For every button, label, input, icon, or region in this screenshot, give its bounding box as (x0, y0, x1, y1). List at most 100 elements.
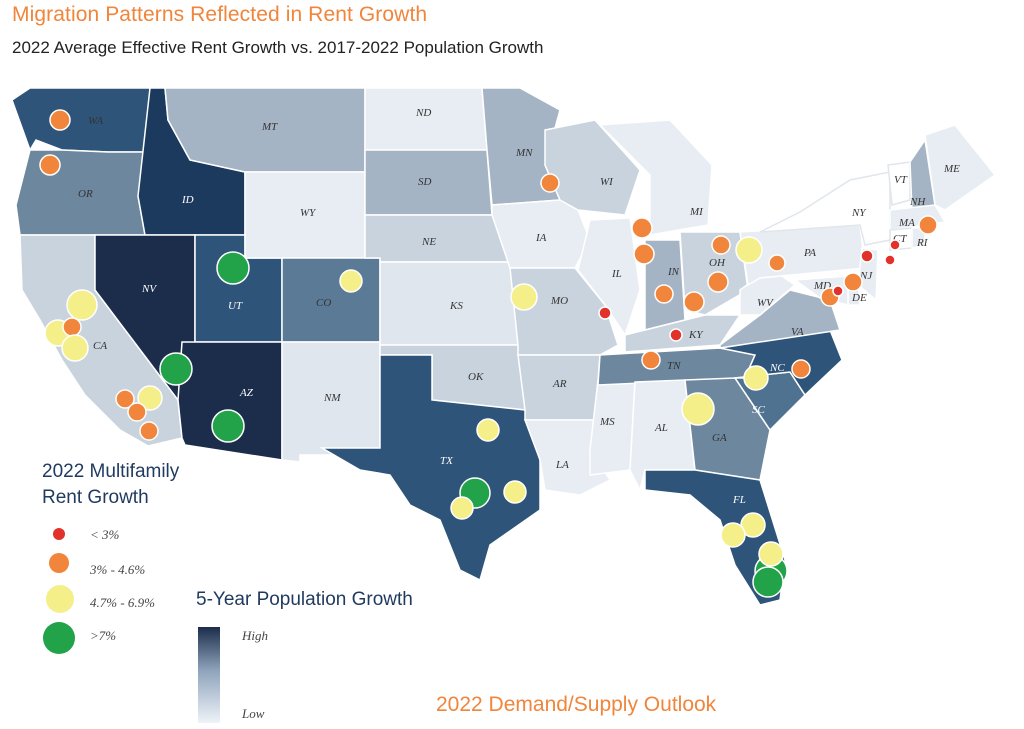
label-UT: UT (228, 300, 243, 312)
city-marker (216, 251, 250, 285)
city-marker (450, 496, 474, 520)
label-NH: NH (909, 196, 926, 208)
label-VT: VT (894, 174, 908, 186)
label-IN: IN (667, 266, 680, 278)
city-marker (641, 350, 661, 370)
chart-title: Migration Patterns Reflected in Rent Gro… (12, 3, 428, 26)
label-WI: WI (600, 176, 614, 188)
label-NM: NM (323, 392, 341, 404)
label-DE: DE (851, 292, 867, 304)
state-ME (924, 124, 997, 211)
city-marker (476, 418, 500, 442)
city-marker (889, 239, 901, 251)
state-TX (319, 354, 541, 582)
label-SD: SD (418, 176, 432, 188)
chart-subtitle: 2022 Average Effective Rent Growth vs. 2… (12, 38, 544, 57)
label-LA: LA (555, 459, 569, 471)
city-marker (884, 254, 896, 266)
label-NC: NC (769, 362, 785, 374)
state-MO (509, 267, 619, 356)
city-marker (598, 306, 612, 320)
city-marker (669, 328, 683, 342)
label-MA: MA (898, 217, 915, 229)
label-WV: WV (757, 297, 774, 309)
city-marker (735, 236, 763, 264)
legend-dot-orange (49, 553, 69, 573)
rent-legend-title-line1: 2022 Multifamily (42, 461, 180, 482)
city-marker (832, 285, 844, 297)
label-RI: RI (916, 237, 929, 249)
state-ND (364, 87, 488, 151)
city-marker (791, 359, 811, 379)
label-WY: WY (300, 207, 317, 219)
state-NE (364, 214, 512, 263)
city-marker (860, 249, 874, 263)
legend-dot-red (53, 528, 65, 540)
city-marker (115, 389, 135, 409)
label-CO: CO (316, 297, 331, 309)
label-OR: OR (78, 188, 93, 200)
label-MI: MI (689, 206, 704, 218)
rent-legend-title-line2: Rent Growth (42, 487, 149, 508)
label-MO: MO (550, 295, 568, 307)
city-marker (758, 541, 784, 567)
city-marker (211, 409, 245, 443)
label-AZ: AZ (239, 387, 254, 399)
city-marker (631, 217, 653, 239)
city-marker (918, 215, 938, 235)
city-marker (159, 352, 193, 386)
city-marker (743, 365, 769, 391)
label-IL: IL (611, 268, 622, 280)
label-AR: AR (552, 378, 567, 390)
state-NY (759, 171, 891, 246)
label-OK: OK (468, 371, 484, 383)
city-marker (752, 566, 784, 598)
population-low-label: Low (242, 706, 265, 721)
city-marker (49, 109, 71, 131)
population-legend-title: 5-Year Population Growth (196, 589, 413, 610)
city-marker (127, 402, 147, 422)
label-GA: GA (712, 432, 727, 444)
city-marker (654, 284, 674, 304)
legend-label-very-high: >7% (90, 628, 117, 643)
label-OH: OH (709, 257, 726, 269)
city-marker (61, 334, 89, 362)
city-marker (683, 291, 705, 313)
city-marker (540, 173, 560, 193)
city-marker (66, 289, 98, 321)
city-marker (510, 283, 538, 311)
city-marker (62, 317, 82, 337)
state-MI (598, 119, 713, 236)
label-MT: MT (261, 121, 278, 133)
legend-dot-green (43, 622, 75, 654)
city-marker (740, 512, 766, 538)
city-marker (139, 421, 159, 441)
city-marker (681, 392, 715, 426)
label-KY: KY (688, 329, 704, 341)
label-MN: MN (515, 147, 533, 159)
label-AL: AL (654, 422, 668, 434)
state-NC (719, 329, 843, 397)
label-ND: ND (415, 107, 431, 119)
label-FL: FL (732, 494, 746, 506)
label-PA: PA (803, 247, 816, 259)
city-marker (39, 154, 61, 176)
population-high-label: High (242, 628, 268, 643)
city-marker (707, 271, 729, 293)
label-IA: IA (535, 232, 547, 244)
label-TX: TX (440, 455, 454, 467)
legend-label-low: < 3% (90, 527, 120, 542)
state-KS (379, 261, 519, 346)
label-NV: NV (141, 283, 157, 295)
legend-label-mid: 3% - 4.6% (90, 562, 146, 577)
city-marker (339, 269, 363, 293)
label-NE: NE (421, 236, 436, 248)
city-marker (843, 272, 863, 292)
city-marker (137, 385, 163, 411)
state-FL (644, 469, 786, 606)
label-ME: ME (943, 163, 960, 175)
city-marker (720, 522, 746, 548)
legend-dot-yellow (46, 585, 74, 613)
city-marker (503, 480, 527, 504)
